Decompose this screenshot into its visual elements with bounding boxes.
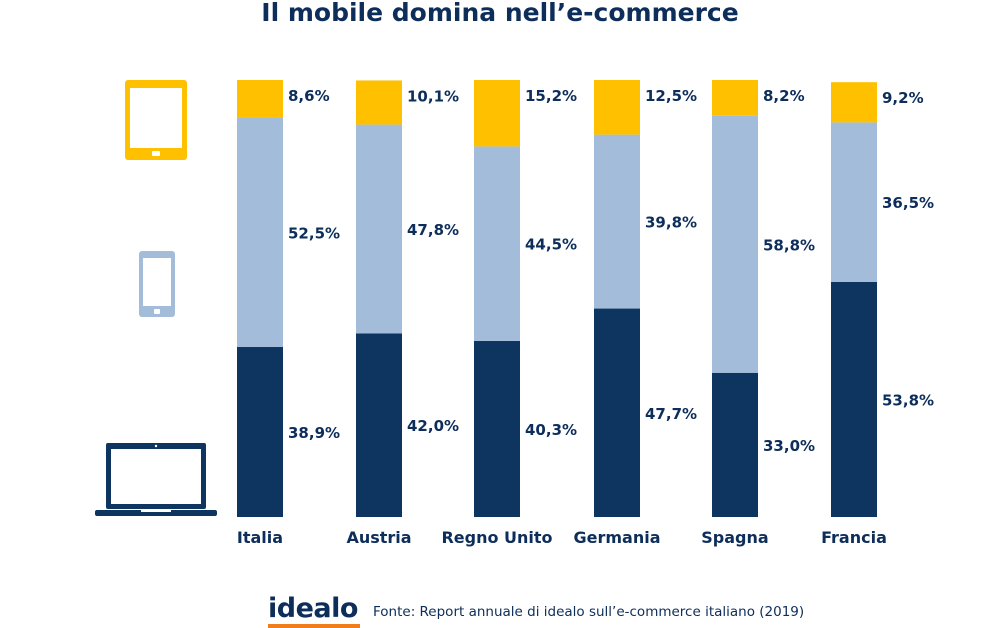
data-label-smartphone: 44,5% — [525, 236, 577, 254]
category-label: Francia — [821, 528, 887, 547]
data-label-desktop: 53,8% — [882, 391, 934, 409]
bar-segment-desktop — [712, 372, 758, 517]
bar-segment-desktop — [237, 347, 283, 517]
bar-segment-smartphone — [831, 122, 877, 282]
category-label: Austria — [346, 528, 411, 547]
bar-segment-desktop — [594, 308, 640, 517]
source-note: Fonte: Report annuale di idealo sull’e-c… — [373, 604, 805, 620]
data-label-desktop: 38,9% — [288, 424, 340, 442]
bar-segment-smartphone — [712, 115, 758, 373]
bar-segment-smartphone — [474, 146, 520, 341]
bar-segment-tablet — [594, 80, 640, 135]
data-label-smartphone: 52,5% — [288, 224, 340, 242]
bar-segment-smartphone — [237, 117, 283, 348]
data-label-tablet: 8,2% — [763, 87, 805, 105]
bar-segment-tablet — [474, 80, 520, 147]
bar-segment-desktop — [474, 340, 520, 517]
data-label-desktop: 40,3% — [525, 421, 577, 439]
bar-segment-tablet — [712, 80, 758, 116]
data-label-smartphone: 36,5% — [882, 194, 934, 212]
bar-segment-tablet — [237, 80, 283, 118]
data-label-smartphone: 58,8% — [763, 236, 815, 254]
laptop-icon — [95, 443, 217, 516]
bar-segment-desktop — [831, 281, 877, 517]
idealo-logo-underline — [268, 624, 360, 628]
idealo-logo: idealo — [268, 593, 358, 624]
data-label-tablet: 9,2% — [882, 89, 924, 107]
data-label-tablet: 8,6% — [288, 87, 330, 105]
data-label-smartphone: 39,8% — [645, 214, 697, 232]
data-label-smartphone: 47,8% — [407, 221, 459, 239]
tablet-icon — [125, 80, 187, 160]
category-label: Italia — [237, 528, 283, 547]
category-label: Germania — [573, 528, 660, 547]
data-label-desktop: 42,0% — [407, 417, 459, 435]
category-label: Spagna — [701, 528, 768, 547]
data-label-tablet: 15,2% — [525, 87, 577, 105]
bar-segment-smartphone — [594, 134, 640, 309]
bar-segment-desktop — [356, 333, 402, 517]
bar-segment-tablet — [356, 80, 402, 125]
bar-segment-tablet — [831, 82, 877, 123]
smartphone-icon — [139, 251, 175, 317]
category-label: Regno Unito — [441, 528, 552, 547]
data-label-desktop: 33,0% — [763, 437, 815, 455]
data-label-tablet: 12,5% — [645, 87, 697, 105]
data-label-tablet: 10,1% — [407, 87, 459, 105]
data-label-desktop: 47,7% — [645, 405, 697, 423]
bar-segment-smartphone — [356, 124, 402, 334]
chart-title: Il mobile domina nell’e-commerce — [261, 0, 739, 27]
